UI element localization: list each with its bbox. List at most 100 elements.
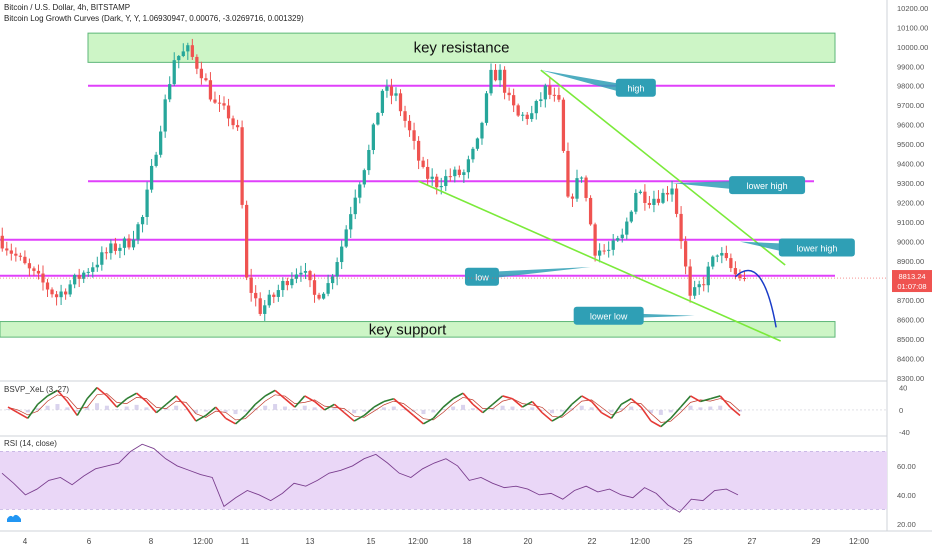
price-tick-label: 9300.00: [897, 179, 924, 188]
bsvp-segment: [373, 400, 385, 408]
candle: [50, 287, 54, 298]
candle: [643, 184, 647, 211]
candle-body: [217, 102, 222, 104]
candle: [131, 230, 136, 251]
candle: [91, 262, 95, 278]
candle-body: [245, 204, 249, 278]
candle-body: [394, 93, 398, 96]
candle: [285, 277, 289, 291]
candle-body: [127, 238, 131, 248]
bsvp-hist-bar: [718, 405, 723, 410]
bsvp-hist-bar: [144, 407, 149, 410]
candle: [294, 268, 299, 284]
candle: [616, 235, 620, 243]
candle-body: [14, 253, 18, 256]
candle: [620, 228, 624, 243]
bsvp-segment: [195, 414, 207, 422]
candle: [421, 156, 425, 169]
candle-body: [629, 211, 633, 222]
candle-body: [498, 69, 502, 81]
candle-body: [317, 294, 321, 299]
candle: [661, 188, 665, 205]
bsvp-segment: [432, 406, 444, 419]
candle-body: [548, 85, 552, 95]
bsvp-segment: [155, 403, 167, 414]
candle: [498, 64, 502, 88]
bsvp-segment: [324, 403, 335, 411]
price-tick-label: 8400.00: [897, 355, 924, 364]
candle: [59, 284, 63, 305]
candle-body: [720, 252, 724, 256]
time-tick-label: 27: [748, 537, 757, 546]
bsvp-segment: [581, 395, 593, 403]
rsi-tick-label: 20.00: [897, 520, 916, 529]
callout-label: lower high: [747, 181, 788, 191]
candle: [593, 222, 597, 262]
candle-body: [371, 124, 375, 151]
candle: [190, 38, 194, 60]
bsvp-hist-bar: [490, 408, 495, 410]
candle: [204, 73, 208, 82]
bsvp-segment: [601, 411, 612, 419]
candle-body: [579, 177, 584, 179]
candle-body: [729, 258, 733, 269]
candle-body: [36, 270, 41, 274]
bsvp-hist-bar: [352, 409, 357, 414]
candle: [561, 97, 566, 153]
bsvp-hist-bar: [431, 409, 436, 413]
candle: [118, 243, 122, 259]
candle-body: [484, 93, 489, 123]
candle: [385, 79, 389, 98]
candle: [217, 94, 222, 112]
candle-body: [335, 262, 339, 277]
candle: [195, 54, 199, 75]
bsvp-hist-bar: [500, 405, 505, 410]
bsvp-segment: [27, 403, 39, 419]
candle-body: [45, 282, 50, 290]
candle: [186, 42, 190, 60]
tradingview-logo-icon[interactable]: [6, 511, 22, 523]
bsvp-pane: 40 0 -40: [0, 384, 910, 437]
candle-body: [430, 176, 434, 179]
candle-body: [0, 235, 4, 249]
candle-body: [91, 267, 95, 272]
candle-body: [254, 292, 258, 299]
candle-body: [616, 238, 620, 241]
price-tick-label: 8600.00: [897, 316, 924, 325]
bsvp-hist-bar: [421, 409, 426, 415]
candle-body: [598, 250, 602, 256]
candle-body: [235, 125, 240, 128]
bsvp-segment: [234, 414, 246, 425]
bsvp-hist-bar: [292, 409, 297, 410]
bsvp-segment: [729, 406, 741, 417]
bsvp-segment: [690, 395, 701, 403]
candle: [656, 190, 661, 206]
candle: [706, 261, 710, 293]
bsvp-segment: [511, 398, 523, 408]
candle-body: [208, 80, 213, 100]
candle-body: [340, 246, 344, 263]
candle-body: [588, 197, 593, 225]
bsvp-segment: [521, 400, 533, 408]
bsvp-hist-bar: [461, 404, 466, 410]
bsvp-hist-bar: [668, 409, 673, 413]
candle-body: [77, 275, 81, 279]
bsvp-segment: [403, 406, 415, 417]
bsvp-segment: [561, 403, 573, 417]
candle-body: [674, 188, 679, 214]
time-tick-label: 22: [588, 537, 597, 546]
candle-body: [444, 176, 448, 186]
candle: [222, 96, 226, 110]
candle-body: [407, 120, 412, 131]
callout-box: [615, 78, 656, 97]
candle: [548, 78, 552, 100]
callout-pointer: [540, 70, 620, 92]
price-tick-label: 9100.00: [897, 218, 924, 227]
candle-body: [204, 78, 208, 81]
candle: [697, 280, 701, 295]
bsvp-segment: [106, 395, 118, 408]
bsvp-segment: [185, 406, 197, 422]
candle-body: [213, 99, 217, 103]
zone-label: key support: [369, 321, 447, 338]
